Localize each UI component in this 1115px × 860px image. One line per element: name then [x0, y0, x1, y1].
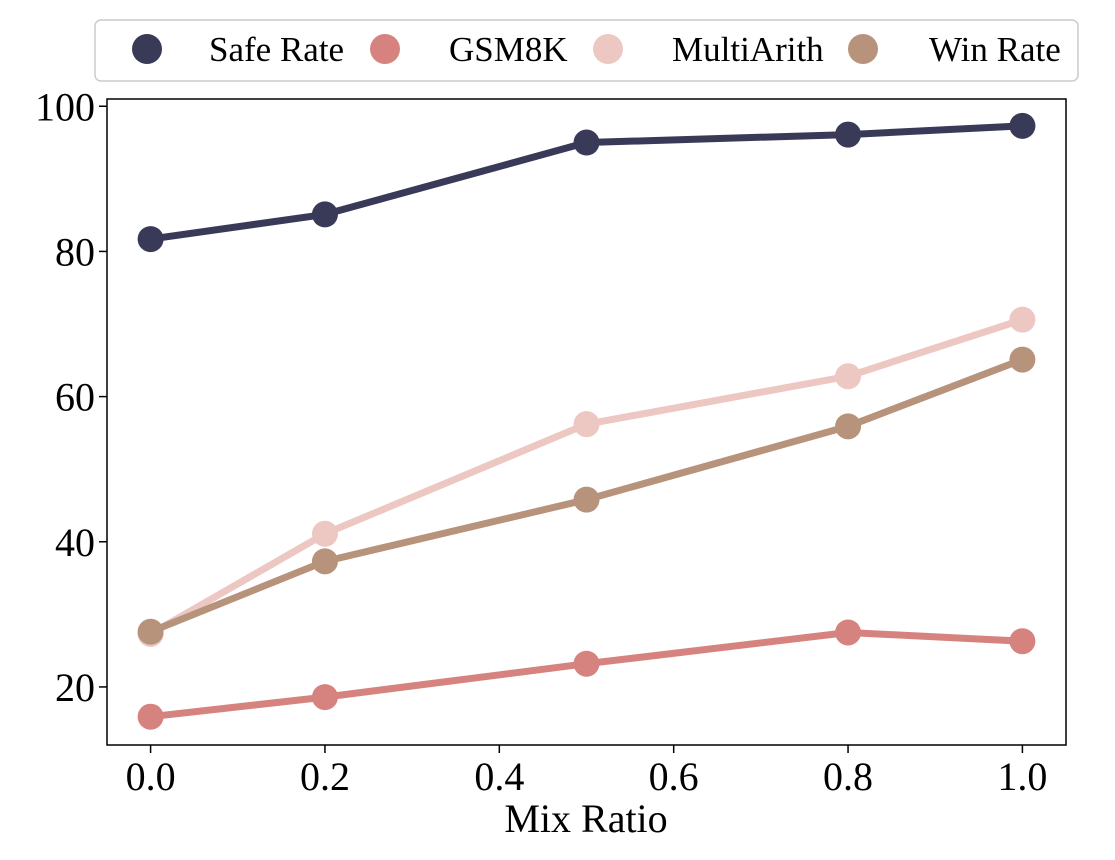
- y-tick-label: 40: [55, 520, 95, 565]
- data-point-gsm8k: [573, 650, 600, 677]
- x-axis: 0.0 0.2 0.4 0.6 0.8 1.0: [126, 745, 1047, 799]
- data-point-multiarith: [835, 363, 862, 390]
- plot-frame: [106, 98, 1067, 746]
- data-point-win-rate: [311, 548, 338, 575]
- data-point-multiarith: [573, 411, 600, 438]
- data-point-win-rate: [573, 486, 600, 513]
- y-axis: 20 40 60 80 100: [35, 84, 107, 710]
- data-point-gsm8k: [137, 703, 164, 730]
- data-point-win-rate: [137, 618, 164, 645]
- series-group: [137, 112, 1036, 730]
- x-axis-title: Mix Ratio: [504, 796, 667, 841]
- legend-marker-multiarith: [593, 34, 623, 64]
- series-line-multiarith: [147, 316, 1026, 638]
- x-tick-label: 0.4: [474, 754, 524, 799]
- data-point-multiarith: [311, 520, 338, 547]
- data-point-safe-rate: [137, 226, 164, 253]
- y-tick-label: 20: [55, 665, 95, 710]
- legend-label-gsm8k: GSM8K: [449, 30, 568, 69]
- data-point-safe-rate: [573, 129, 600, 156]
- data-point-gsm8k: [311, 684, 338, 711]
- x-tick-label: 0.6: [649, 754, 699, 799]
- legend-label-multiarith: MultiArith: [672, 30, 824, 69]
- data-point-safe-rate: [835, 121, 862, 148]
- x-tick-label: 0.8: [823, 754, 873, 799]
- data-point-win-rate: [835, 413, 862, 440]
- legend-marker-win-rate: [848, 34, 878, 64]
- legend-label-safe-rate: Safe Rate: [209, 30, 344, 69]
- legend-box: [94, 19, 1079, 82]
- data-point-safe-rate: [311, 201, 338, 228]
- data-point-safe-rate: [1009, 112, 1036, 139]
- legend-marker-gsm8k: [370, 34, 400, 64]
- y-tick-label: 60: [55, 375, 95, 420]
- data-point-win-rate: [1009, 346, 1036, 373]
- x-tick-label: 0.2: [300, 754, 350, 799]
- legend-label-win-rate: Win Rate: [929, 30, 1061, 69]
- y-tick-label: 100: [35, 84, 95, 129]
- legend: Safe Rate GSM8K MultiArith Win Rate: [94, 19, 1079, 82]
- x-tick-label: 1.0: [997, 754, 1047, 799]
- data-point-gsm8k: [1009, 628, 1036, 655]
- data-point-multiarith: [1009, 306, 1036, 333]
- y-tick-label: 80: [55, 229, 95, 274]
- data-point-gsm8k: [835, 619, 862, 646]
- x-tick-label: 0.0: [126, 754, 176, 799]
- legend-marker-safe-rate: [132, 34, 162, 64]
